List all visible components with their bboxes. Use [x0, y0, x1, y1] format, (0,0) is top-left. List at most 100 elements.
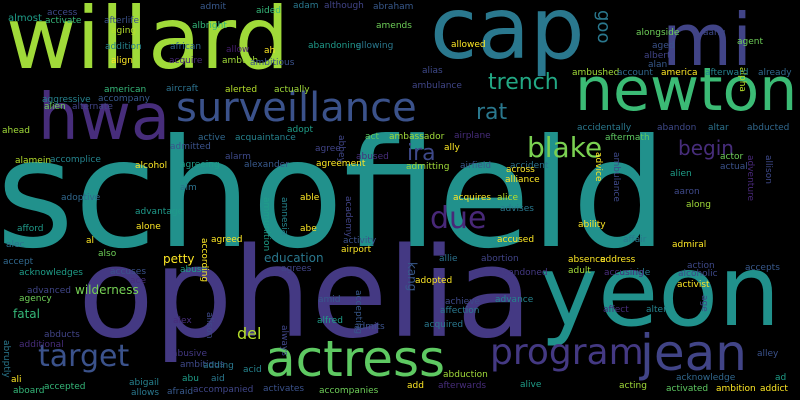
word-alice: alice	[497, 193, 519, 203]
word-admits: admits	[354, 322, 385, 332]
word-aboard: aboard	[13, 386, 45, 396]
word-albert: albert	[644, 51, 671, 61]
word-aaron: aaron	[674, 187, 700, 197]
word-alison: alison	[204, 312, 214, 339]
word-adopt: adopt	[287, 125, 313, 135]
word-adam: adam	[293, 1, 319, 11]
word-alien: alien	[670, 169, 692, 179]
word-abortion: abortion	[481, 254, 519, 264]
word-ambition: ambition	[716, 384, 756, 394]
word-along: along	[686, 200, 711, 210]
word-accompanied: accompanied	[193, 385, 254, 395]
word-alarm: alarm	[225, 152, 251, 162]
word-aid: aid	[211, 374, 225, 384]
word-abigail: abigail	[129, 378, 159, 388]
word-blake: blake	[527, 131, 603, 164]
word-fatal: fatal	[13, 307, 40, 321]
word-agreed: agreed	[211, 235, 243, 245]
word-alerted: alerted	[225, 85, 258, 95]
word-account: account	[617, 68, 653, 78]
word-advantage: advantage	[135, 207, 184, 217]
word-aided: aided	[256, 6, 281, 16]
word-alias: alias	[422, 66, 443, 76]
word-agrees: agrees	[281, 264, 312, 274]
word-abu: abu	[182, 374, 199, 384]
word-ambassador: ambassador	[389, 132, 445, 142]
word-acquires: acquires	[453, 193, 492, 203]
word-agreement: agreement	[316, 159, 366, 169]
word-target: target	[38, 339, 130, 374]
word-actor: actor	[720, 152, 744, 162]
word-advice: advice	[593, 152, 603, 182]
word-adventure: adventure	[745, 155, 755, 202]
word-adoptive: adoptive	[61, 193, 101, 203]
word-ammunition: ammunition	[261, 197, 271, 252]
word-alive: alive	[520, 380, 542, 390]
word-actress: actress	[265, 330, 446, 388]
word-activate: activate	[45, 16, 82, 26]
word-able: able	[300, 193, 320, 203]
word-abraham: abraham	[373, 2, 414, 12]
word-ambulance: ambulance	[611, 152, 621, 202]
word-academy: academy	[343, 196, 353, 238]
word-alongside: alongside	[636, 28, 680, 38]
word-agree: agree	[315, 144, 341, 154]
word-amends: amends	[376, 21, 412, 31]
word-alamein: alamein	[15, 156, 52, 166]
word-advance: advance	[495, 295, 534, 305]
word-aging: aging	[111, 26, 137, 36]
word-admitting: admitting	[406, 162, 450, 172]
word-add: add	[407, 381, 424, 391]
word-alternate: alternate	[72, 102, 113, 112]
word-alter: alter	[646, 305, 667, 315]
word-due: due	[430, 201, 487, 236]
word-ad: ad	[775, 373, 787, 383]
word-america: america	[661, 68, 698, 78]
word-adopted: adopted	[415, 276, 453, 286]
word-ambitious: ambitious	[250, 58, 295, 68]
word-afterwards: afterwards	[438, 381, 487, 391]
word-ophelia: ophelia	[78, 222, 533, 366]
word-ali: ali	[11, 375, 22, 385]
word-ambitious: ambitious	[180, 360, 225, 370]
word-allison: allison	[763, 155, 773, 184]
word-education: education	[264, 251, 324, 265]
word-abandoned: abandoned	[497, 268, 548, 278]
word-admit: admit	[200, 2, 227, 12]
word-agent: agent	[737, 37, 763, 47]
word-activates: activates	[263, 384, 305, 394]
word-amnesia: amnesia	[279, 197, 289, 236]
word-abducts: abducts	[44, 330, 80, 340]
word-absence: absence	[568, 255, 606, 265]
word-admiral: admiral	[672, 240, 707, 250]
word-accidentally: accidentally	[577, 123, 632, 133]
word-abusive: abusive	[172, 349, 207, 359]
word-aftermath: aftermath	[605, 133, 650, 143]
word-affection: affection	[440, 306, 480, 316]
word-advises: advises	[500, 204, 534, 214]
word-wilderness: wilderness	[75, 283, 139, 297]
word-always: always	[279, 325, 289, 356]
word-del: del	[237, 324, 262, 343]
word-schofield: schofield	[0, 108, 668, 282]
word-accusing: accusing	[604, 268, 644, 278]
word-abduction: abduction	[443, 370, 488, 380]
word-abandon: abandon	[657, 123, 697, 133]
word-active: active	[198, 133, 226, 143]
word-accompany: accompany	[98, 94, 150, 104]
word-aircraft: aircraft	[166, 84, 199, 94]
word-petty: petty	[163, 252, 195, 266]
word-almost: almost	[8, 13, 42, 24]
word-airfield: airfield	[460, 161, 492, 171]
word-cap: cap	[430, 0, 585, 79]
word-aged: aged	[652, 41, 675, 51]
word-accomplice: accomplice	[50, 155, 101, 165]
word-adding: adding	[203, 361, 234, 371]
word-accept: accept	[3, 257, 34, 267]
word-american: american	[104, 85, 147, 95]
word-alexander: alexander	[244, 160, 289, 170]
word-acknowledge: acknowledge	[676, 373, 736, 383]
word-ambushed: ambushed	[572, 68, 620, 78]
word-act: act	[365, 132, 379, 142]
